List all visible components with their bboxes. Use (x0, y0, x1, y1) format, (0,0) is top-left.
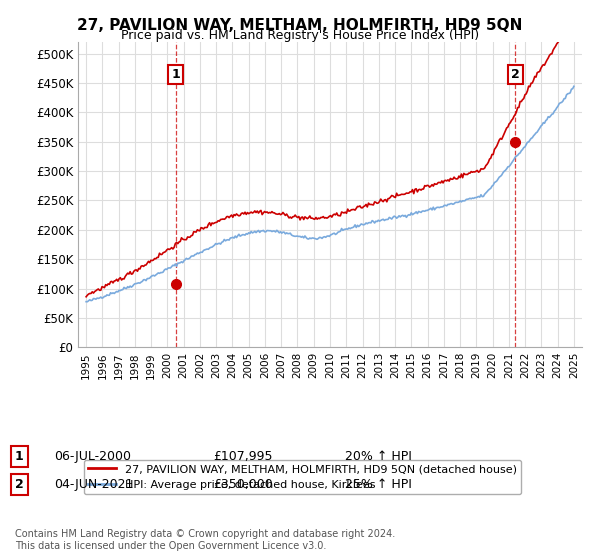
Text: Contains HM Land Registry data © Crown copyright and database right 2024.
This d: Contains HM Land Registry data © Crown c… (15, 529, 395, 551)
Text: 27, PAVILION WAY, MELTHAM, HOLMFIRTH, HD9 5QN: 27, PAVILION WAY, MELTHAM, HOLMFIRTH, HD… (77, 18, 523, 33)
Legend: 27, PAVILION WAY, MELTHAM, HOLMFIRTH, HD9 5QN (detached house), HPI: Average pri: 27, PAVILION WAY, MELTHAM, HOLMFIRTH, HD… (83, 460, 521, 494)
Text: 1: 1 (15, 450, 24, 463)
Text: 06-JUL-2000: 06-JUL-2000 (54, 450, 131, 463)
Text: 1: 1 (171, 68, 180, 81)
Text: 2: 2 (15, 478, 24, 491)
Text: 25% ↑ HPI: 25% ↑ HPI (345, 478, 412, 491)
Text: Price paid vs. HM Land Registry's House Price Index (HPI): Price paid vs. HM Land Registry's House … (121, 29, 479, 42)
Text: 04-JUN-2021: 04-JUN-2021 (54, 478, 133, 491)
Text: 20% ↑ HPI: 20% ↑ HPI (345, 450, 412, 463)
Text: £107,995: £107,995 (213, 450, 272, 463)
Text: 2: 2 (511, 68, 520, 81)
Text: £350,000: £350,000 (213, 478, 273, 491)
